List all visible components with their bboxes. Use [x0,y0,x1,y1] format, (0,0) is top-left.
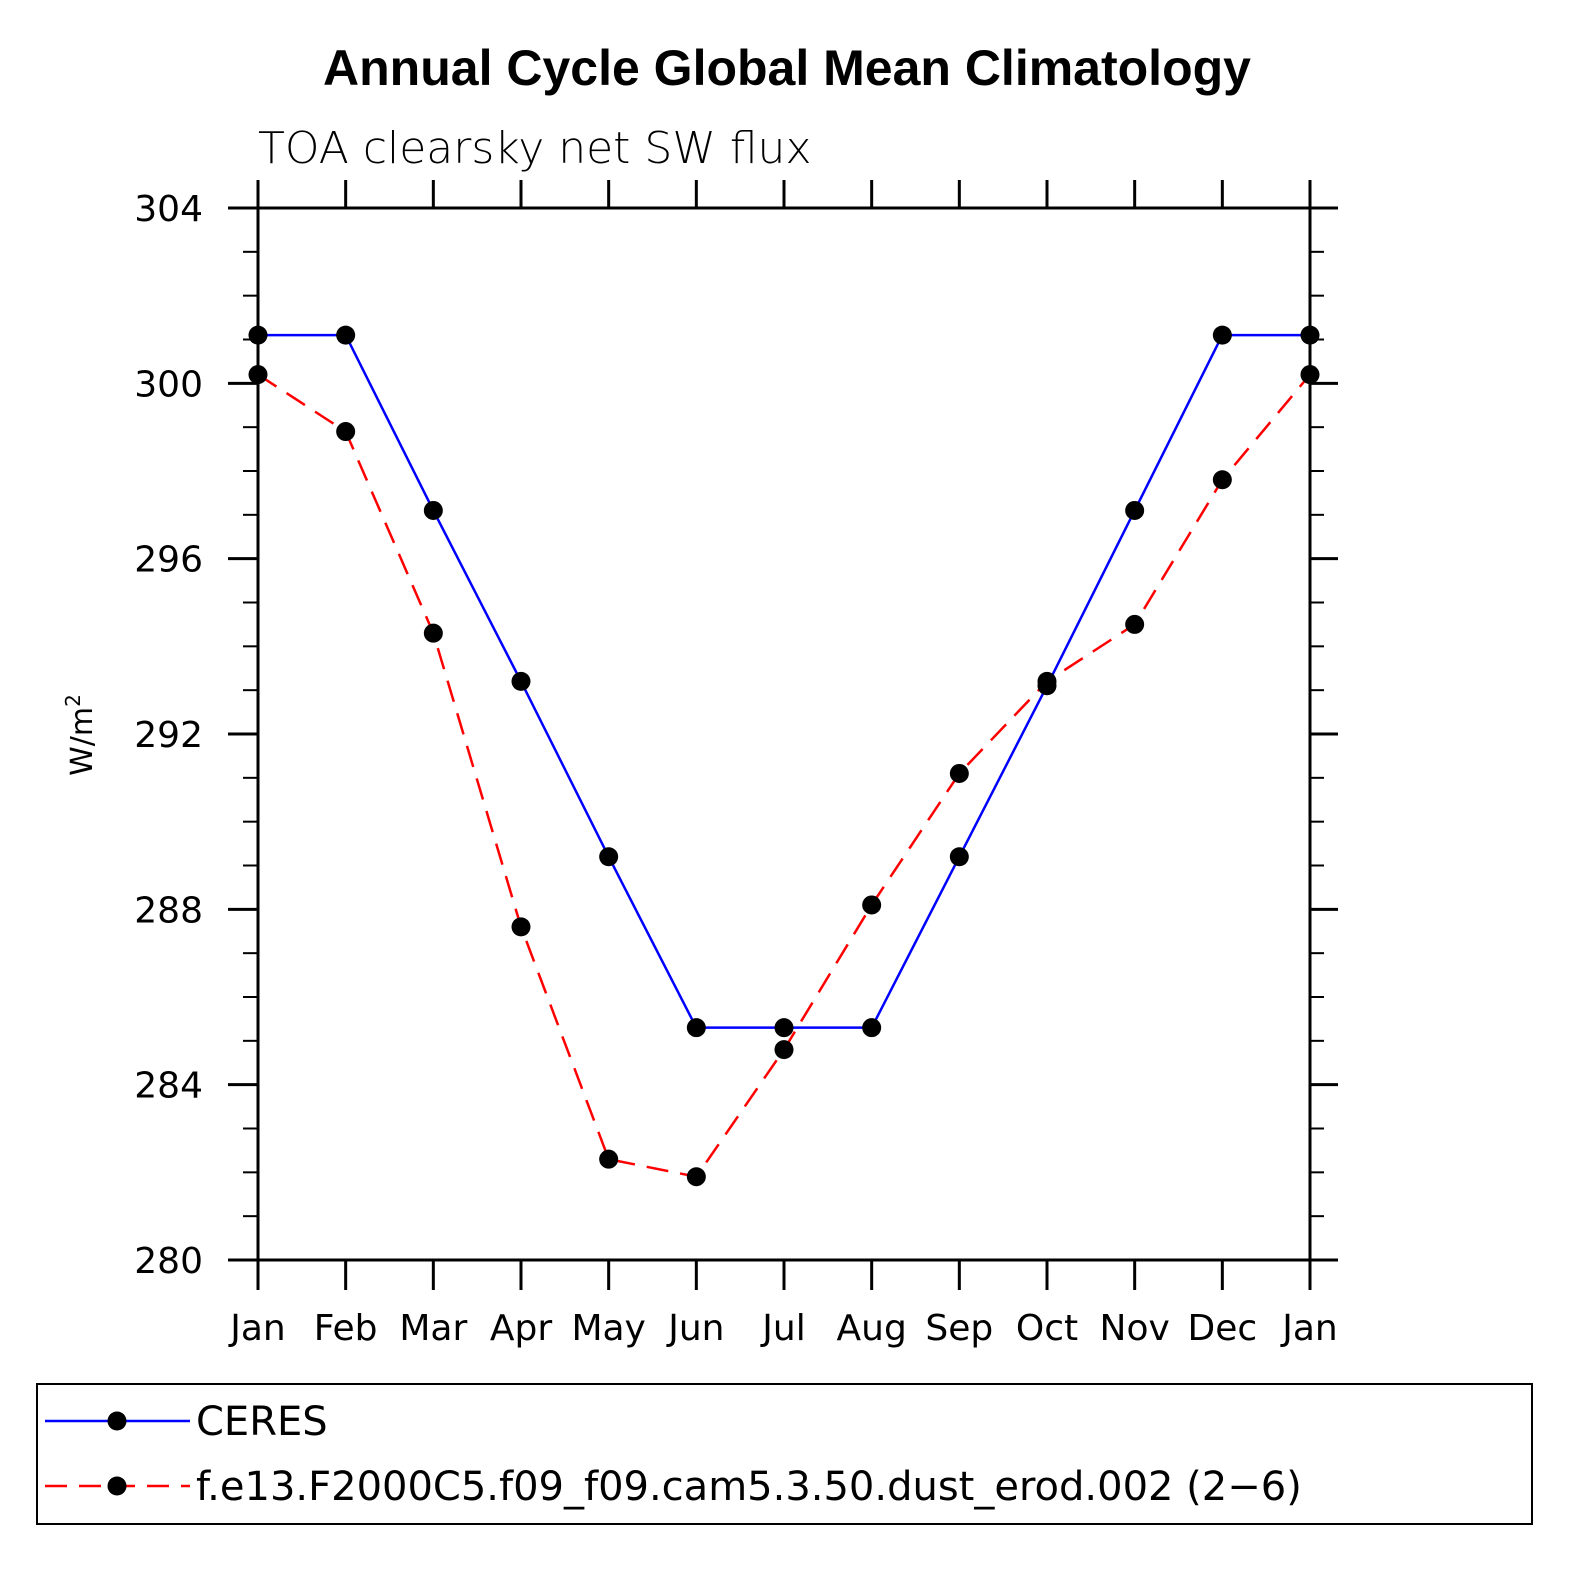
legend: CERES f.e13.F2000C5.f09_f09.cam5.3.50.dus… [36,1383,1533,1525]
data-point-series-2 [1037,671,1057,691]
legend-label-1: CERES [196,1399,328,1445]
y-axis-label-text: W/m [65,707,100,776]
x-tick-label: Jun [666,1308,724,1349]
data-point-series-2 [862,895,882,915]
data-point-series-1 [248,325,268,345]
data-point-series-1 [423,500,443,520]
data-point-series-1 [862,1018,882,1038]
data-point-series-2 [248,365,268,385]
x-tick-label: Dec [1187,1308,1257,1349]
x-tick-label: Jul [760,1308,805,1349]
y-tick-label: 288 [134,890,203,931]
data-point-series-1 [774,1018,794,1038]
y-tick-label: 284 [134,1066,203,1107]
x-tick-label: Jan [228,1308,286,1349]
y-axis-label: W/m2 [61,694,100,776]
x-tick-label: Apr [490,1308,552,1349]
data-point-series-2 [1300,365,1320,385]
data-point-series-1 [1300,325,1320,345]
legend-label-2: f.e13.F2000C5.f09_f09.cam5.3.50.dust_ero… [196,1464,1302,1510]
x-tick-label: Nov [1100,1308,1170,1349]
plot-frame [256,206,1312,1262]
tick-labels: Jan Feb Mar Apr May Jun Jul Aug Sep Oct Nov Dec Jan 2… [134,189,1337,1349]
data-point-series-2 [336,422,356,442]
legend-marker-1 [107,1411,127,1431]
data-point-series-2 [1125,614,1145,634]
x-tick-label: May [571,1308,645,1349]
data-point-series-1 [1212,325,1232,345]
data-point-series-1 [599,847,619,867]
x-tick-label: Mar [399,1308,467,1349]
data-point-series-1 [511,671,531,691]
series-line-1 [258,333,1310,1029]
data-point-series-2 [949,763,969,783]
chart-title: Annual Cycle Global Mean Climatology [323,40,1251,96]
data-point-series-2 [774,1040,794,1060]
x-tick-label: Jan [1280,1308,1338,1349]
chart-subtitle: TOA clearsky net SW flux [258,123,811,174]
data-point-series-2 [599,1149,619,1169]
data-point-series-1 [336,325,356,345]
data-point-series-1 [686,1018,706,1038]
series-layer [248,325,1320,1187]
data-point-series-2 [1212,470,1232,490]
data-point-series-1 [1125,500,1145,520]
y-tick-label: 296 [134,540,203,581]
data-point-series-2 [686,1167,706,1187]
y-tick-label: 304 [134,189,203,230]
axis-ticks [228,180,1338,1290]
y-axis-label-superscript: 2 [61,694,85,707]
x-tick-label: Feb [314,1308,378,1349]
data-point-series-1 [949,847,969,867]
y-tick-label: 292 [134,715,203,756]
svg-text:W/m2: W/m2 [61,694,100,776]
legend-box [36,1383,1533,1525]
y-tick-label: 300 [134,364,203,405]
data-point-series-2 [423,623,443,643]
y-tick-label: 280 [134,1241,203,1282]
data-point-series-2 [511,917,531,937]
x-tick-label: Sep [925,1308,993,1349]
legend-marker-2 [107,1476,127,1496]
x-tick-label: Oct [1016,1308,1078,1349]
x-tick-label: Aug [837,1308,907,1349]
